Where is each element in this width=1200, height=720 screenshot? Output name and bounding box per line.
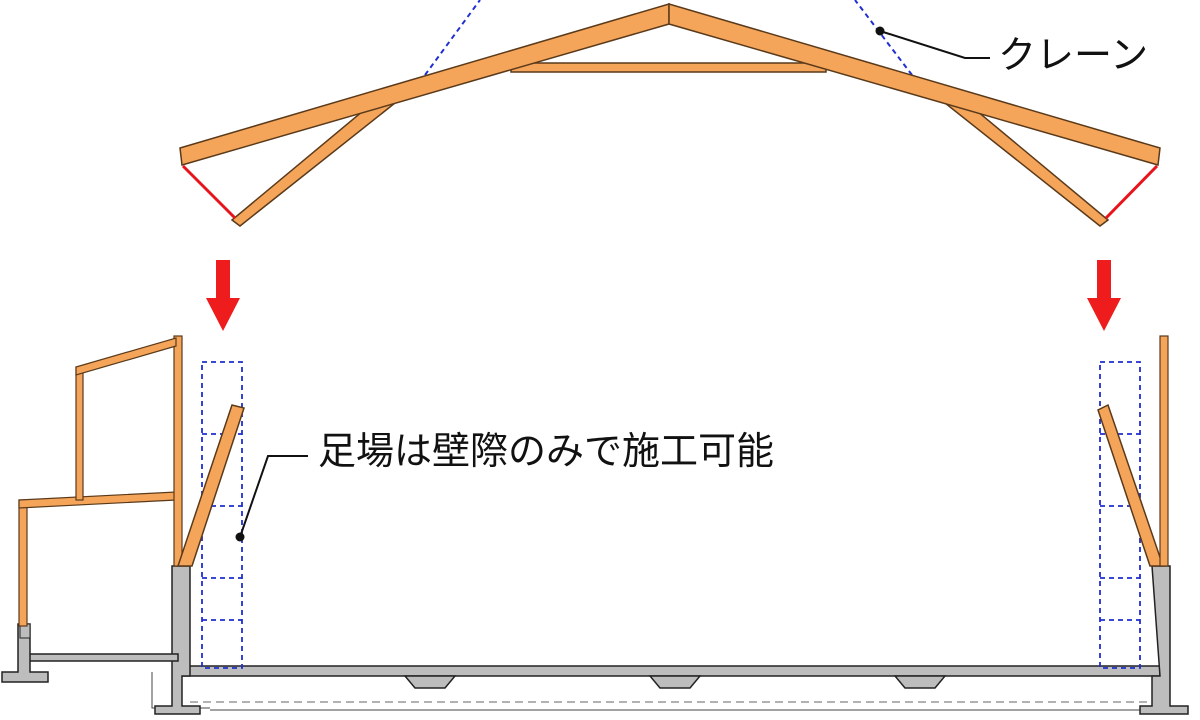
crane-cable-left: [424, 0, 481, 76]
annex-roof-beam: [75, 337, 177, 376]
annex-slab: [27, 653, 179, 662]
left-wall-assembly: [176, 361, 245, 669]
annex-beam: [18, 491, 177, 509]
scaffold-callout-leader: [239, 455, 308, 538]
roof-truss: [179, 0, 1161, 227]
annex-foundation: [1, 623, 49, 683]
annex-post-outer: [18, 499, 28, 627]
floor-slab: [179, 665, 1161, 677]
down-arrow-icon: [206, 260, 240, 331]
slab-rib-2: [648, 675, 702, 689]
crane-label: クレーン: [998, 33, 1149, 77]
scaffold-callout: [235, 455, 308, 542]
wall-post-right: [1159, 335, 1169, 567]
foundation-wall-left: [154, 565, 201, 715]
truss-connector-left: [181, 164, 237, 220]
crane-cable-right: [854, 0, 913, 76]
slab-rib-3: [893, 675, 947, 689]
foundation-wall-right: [1139, 565, 1189, 715]
annex-upper-post-right: [173, 335, 183, 567]
existing-annex-frame: [18, 335, 183, 627]
scaffold-note-label: 足場は壁際のみで施工可能: [318, 429, 775, 473]
wall-panel-right: [1097, 403, 1165, 567]
foundation: [1, 565, 1189, 715]
truss-connector-right: [1104, 164, 1159, 220]
crane-callout-leader: [879, 30, 990, 59]
down-arrow-icon: [1087, 260, 1121, 331]
truss-rafter-right: [668, 2, 1161, 166]
truss-collar-tie: [510, 62, 827, 73]
annex-upper-post-left: [75, 366, 84, 501]
truss-rafter-left: [179, 2, 670, 166]
slab-rib-1: [403, 675, 457, 689]
wall-panel-left: [176, 404, 245, 567]
right-wall-assembly: [1097, 335, 1169, 669]
crane-callout: [875, 26, 990, 59]
